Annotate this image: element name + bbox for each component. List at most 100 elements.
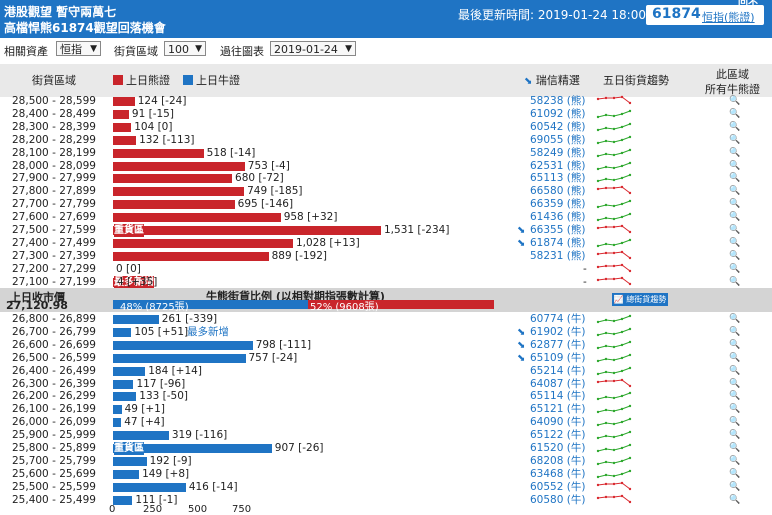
search-icon[interactable]: 🔍 [729,326,741,337]
bull-bar[interactable] [113,353,246,363]
bull-bar[interactable] [113,495,133,505]
search-icon[interactable]: 🔍 [729,134,741,145]
search-icon[interactable]: 🔍 [729,391,741,402]
search-icon[interactable]: 🔍 [729,147,741,158]
warrant-link[interactable]: 65109 (牛) [530,351,586,364]
warrant-link[interactable]: 69055 (熊) [530,133,586,146]
search-icon[interactable]: 🔍 [729,352,741,363]
warrant-link[interactable]: 61902 (牛) [530,325,586,338]
warrant-link[interactable]: 58231 (熊) [530,249,586,262]
bear-bar[interactable] [113,251,269,261]
headline-title[interactable]: 港股觀望 暫守兩萬七 [4,5,117,19]
street-range: 28,300 - 28,399 [12,120,96,133]
bull-bar[interactable] [113,392,137,402]
bear-bar[interactable] [113,213,281,223]
warrant-link[interactable]: 68208 (牛) [530,454,586,467]
search-icon[interactable]: 🔍 [729,250,741,261]
bull-bar[interactable] [113,469,140,479]
warrant-link[interactable]: 65214 (牛) [530,364,586,377]
headline-subtitle[interactable]: 高檔悍熊61874觀望回落機會 [4,21,166,35]
warrant-link[interactable]: 61520 (牛) [530,442,586,454]
search-icon[interactable]: 🔍 [729,443,741,453]
bull-bar[interactable] [113,327,132,337]
warrant-link[interactable]: 64087 (牛) [530,377,586,390]
bull-bar[interactable] [113,379,134,389]
search-icon[interactable]: 🔍 [729,468,741,479]
bull-bar[interactable] [113,418,122,428]
bull-bar[interactable] [113,456,147,466]
warrant-link[interactable]: 66580 (熊) [530,185,586,198]
warrant-link[interactable]: 65113 (熊) [530,172,586,185]
bull-bar[interactable] [113,366,146,376]
warrant-link[interactable]: 60542 (熊) [530,120,586,133]
warrant-link[interactable]: 62877 (牛) [530,338,586,351]
search-icon[interactable]: 🔍 [729,404,741,415]
asset-label: 相關資產 [4,45,48,58]
bear-bar[interactable] [113,148,204,158]
warrant-link[interactable]: 58238 (熊) [530,95,586,107]
bear-bar[interactable] [113,187,245,197]
warrant-link[interactable]: 65122 (牛) [530,429,586,442]
bear-bar[interactable] [113,135,137,145]
search-icon[interactable]: 🔍 [729,455,741,466]
bear-bar[interactable] [113,109,129,119]
bull-bar[interactable] [113,482,186,492]
corner-text[interactable]: 回不 [738,0,758,9]
bull-bar[interactable] [113,431,169,441]
search-icon[interactable]: 🔍 [729,339,741,350]
date-select[interactable]: 2019-01-24 ▼ [270,41,356,56]
bear-bar[interactable] [113,174,233,184]
search-icon[interactable]: 🔍 [729,237,741,248]
bear-bar[interactable] [113,226,381,235]
search-icon[interactable]: 🔍 [729,494,741,505]
search-icon[interactable]: 🔍 [729,96,741,106]
warrant-link[interactable]: 65114 (牛) [530,390,586,403]
bear-bar[interactable] [113,122,132,132]
search-icon[interactable]: 🔍 [729,430,741,441]
asset-select[interactable]: 恒指 ▼ [56,41,101,56]
bear-bar[interactable] [113,161,245,171]
search-icon[interactable]: 🔍 [729,314,741,324]
total-trend-button[interactable]: 📈 總街貨趨勢 [612,293,668,306]
search-icon[interactable]: 🔍 [729,378,741,389]
bear-bar[interactable] [113,238,293,248]
search-icon[interactable]: 🔍 [729,108,741,119]
bull-bar[interactable] [113,340,253,350]
warrant-link[interactable]: 65121 (牛) [530,403,586,416]
search-icon[interactable]: 🔍 [729,173,741,184]
search-icon[interactable]: 🔍 [729,160,741,171]
search-icon[interactable]: 🔍 [729,263,741,274]
search-icon[interactable]: 🔍 [729,225,741,235]
bear-bar[interactable] [113,97,135,106]
warrant-link[interactable]: 60774 (牛) [530,313,586,325]
street-select[interactable]: 100 ▼ [164,41,206,56]
warrant-link[interactable]: 61436 (熊) [530,211,586,224]
search-icon[interactable]: 🔍 [729,365,741,376]
stock-name-link[interactable]: 恒指(熊證) [702,11,755,24]
warrant-link[interactable]: 61874 (熊) [530,236,586,249]
warrant-link[interactable]: 60552 (牛) [530,480,586,493]
warrant-link[interactable]: 66359 (熊) [530,198,586,211]
warrant-link[interactable]: 60580 (牛) [530,493,586,506]
bull-bar[interactable] [113,315,159,324]
warrant-link[interactable]: 58249 (熊) [530,146,586,159]
warrant-link[interactable]: 63468 (牛) [530,467,586,480]
search-icon[interactable]: 🔍 [729,481,741,492]
bear-bar[interactable] [113,200,235,210]
warrant-link[interactable]: 61092 (熊) [530,107,586,120]
bear-bar[interactable] [113,277,114,287]
search-icon[interactable]: 🔍 [729,212,741,223]
search-icon[interactable]: 🔍 [729,276,741,287]
search-icon[interactable]: 🔍 [729,417,741,428]
search-icon[interactable]: 🔍 [729,186,741,197]
ratio-title: 牛熊街貨比例 (以相對期指張數計算) [206,290,385,303]
warrant-link[interactable]: 64090 (牛) [530,416,586,429]
warrant-link[interactable]: 62531 (熊) [530,159,586,172]
street-range: 27,500 - 27,599 [12,224,96,236]
search-icon[interactable]: 🔍 [729,121,741,132]
bull-bar[interactable] [113,405,122,415]
warrant-link[interactable]: 66355 (熊) [530,224,586,236]
stock-code-box[interactable]: 61874 恒指(熊證) [646,5,764,25]
search-icon[interactable]: 🔍 [729,199,741,210]
bull-bar[interactable] [113,444,272,453]
